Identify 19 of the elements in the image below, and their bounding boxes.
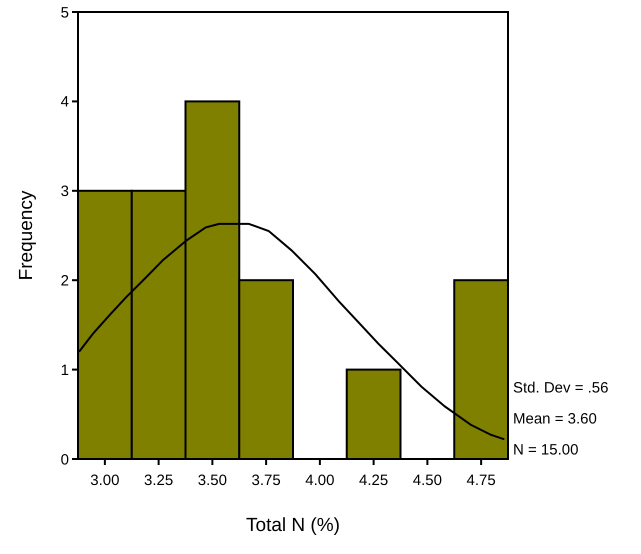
y-tick-label: 2 [60,272,69,290]
x-tick-label: 4.25 [359,472,388,489]
x-tick-label: 3.00 [90,472,120,489]
text: Mean = 3.60 [513,410,597,428]
y-tick-label: 1 [60,362,69,379]
text: N = 15.00 [513,441,578,458]
x-tick-label: 4.75 [466,472,496,489]
y-tick-label: 4 [60,94,69,111]
x-tick-label: 4.50 [412,472,442,489]
x-tick-label: 3.25 [144,472,174,489]
x-tick-label: 3.75 [252,472,281,489]
x-tick-label: 3.50 [198,472,227,489]
x-tick-label: 4.00 [305,472,334,489]
y-tick-label: 5 [60,4,69,22]
y-axis-title: Frequency [16,190,37,280]
x-axis-title: Total N (%) [246,515,340,536]
y-tick-label: 0 [60,451,69,468]
text: Std. Dev = .56 [513,379,608,396]
y-tick-label: 3 [60,183,69,200]
